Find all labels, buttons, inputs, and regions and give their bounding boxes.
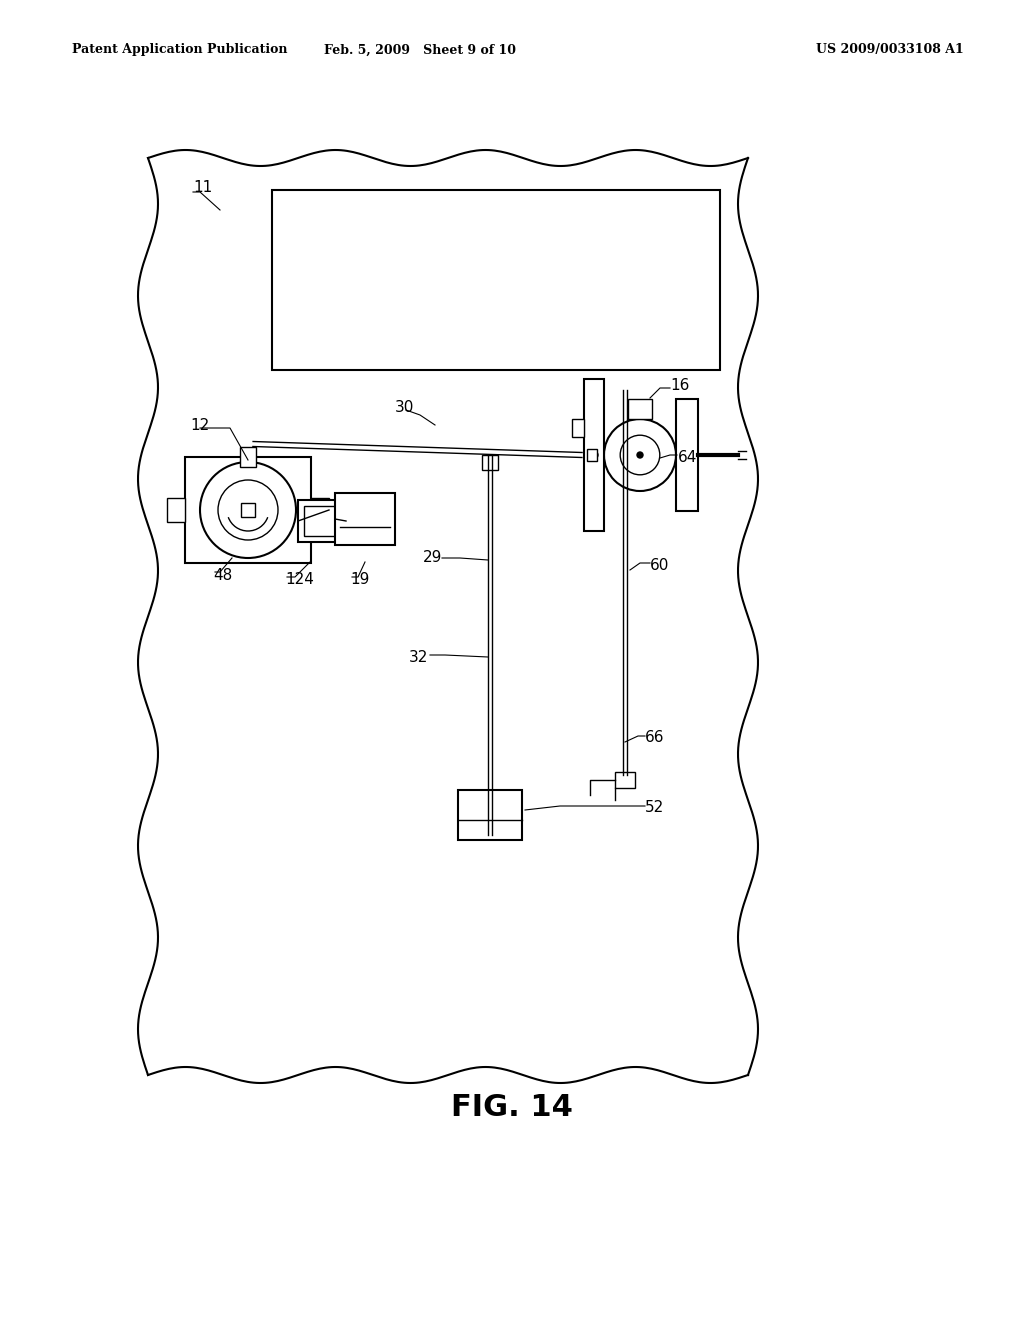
Circle shape: [218, 480, 278, 540]
Text: 66: 66: [645, 730, 665, 746]
Circle shape: [604, 418, 676, 491]
Bar: [458, 789, 522, 840]
Bar: [185, 457, 311, 564]
Text: 11: 11: [193, 181, 212, 195]
Text: 32: 32: [409, 651, 428, 665]
Text: 124: 124: [285, 573, 314, 587]
Text: US 2009/0033108 A1: US 2009/0033108 A1: [816, 44, 964, 57]
Text: 30: 30: [395, 400, 415, 416]
Bar: [241, 503, 255, 517]
Bar: [167, 498, 185, 521]
Bar: [572, 418, 584, 437]
Bar: [628, 399, 652, 418]
Bar: [240, 447, 256, 467]
Bar: [584, 379, 604, 531]
Bar: [304, 506, 340, 536]
Text: 48: 48: [213, 568, 232, 582]
Circle shape: [637, 451, 643, 458]
Bar: [311, 498, 329, 521]
Bar: [482, 821, 498, 836]
Bar: [298, 500, 346, 543]
Text: 52: 52: [645, 800, 665, 816]
Text: 19: 19: [350, 573, 370, 587]
Text: Patent Application Publication: Patent Application Publication: [72, 44, 288, 57]
Circle shape: [200, 462, 296, 558]
Text: 64: 64: [678, 450, 697, 466]
Bar: [615, 772, 635, 788]
Text: 29: 29: [423, 550, 442, 565]
Text: 12: 12: [190, 417, 209, 433]
Circle shape: [590, 451, 598, 459]
Bar: [587, 449, 597, 461]
Circle shape: [621, 436, 659, 475]
Bar: [676, 399, 698, 511]
Text: 16: 16: [670, 378, 689, 392]
Text: Feb. 5, 2009   Sheet 9 of 10: Feb. 5, 2009 Sheet 9 of 10: [324, 44, 516, 57]
Text: FIG. 14: FIG. 14: [451, 1093, 573, 1122]
Text: 60: 60: [650, 557, 670, 573]
Bar: [482, 455, 498, 470]
Bar: [272, 190, 720, 370]
Bar: [335, 492, 395, 545]
